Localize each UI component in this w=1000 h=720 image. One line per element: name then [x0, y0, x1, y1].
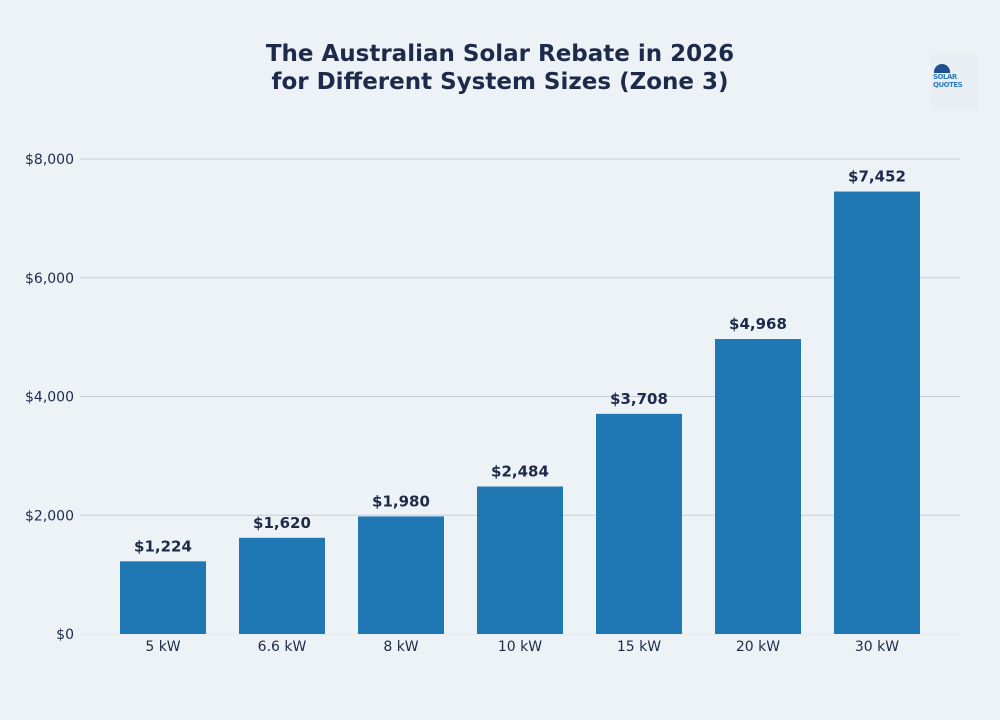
x-tick-label: 30 kW [855, 639, 899, 655]
bar [477, 486, 563, 634]
title-line-2: for Different System Sizes (Zone 3) [271, 69, 729, 95]
data-label: $4,968 [729, 315, 787, 333]
y-tick-label: $2,000 [25, 508, 74, 524]
bar [239, 537, 325, 634]
bar [715, 339, 801, 634]
data-label: $1,620 [253, 514, 311, 532]
y-tick-label: $6,000 [25, 271, 74, 287]
y-tick-label: $8,000 [25, 152, 74, 168]
data-label: $2,484 [491, 463, 549, 481]
x-tick-label: 6.6 kW [258, 639, 307, 655]
x-tick-label: 8 kW [383, 639, 418, 655]
data-label: $1,224 [134, 537, 192, 555]
data-label: $1,980 [372, 492, 430, 510]
data-label: $7,452 [848, 168, 906, 186]
y-tick-label: $4,000 [25, 390, 74, 406]
bar [358, 516, 444, 634]
x-tick-label: 5 kW [145, 639, 180, 655]
data-label: $3,708 [610, 390, 668, 408]
x-tick-label: 20 kW [736, 639, 780, 655]
solarquotes-logo: SOLAR QUOTES [931, 55, 979, 110]
chart-title: The Australian Solar Rebate in 2026 for … [0, 40, 1000, 96]
bar [596, 413, 682, 634]
bar [120, 561, 206, 634]
x-tick-label: 15 kW [617, 639, 661, 655]
y-tick-label: $0 [56, 627, 74, 643]
x-tick-label: 10 kW [498, 639, 542, 655]
title-line-1: The Australian Solar Rebate in 2026 [265, 41, 735, 67]
bar [834, 191, 920, 634]
